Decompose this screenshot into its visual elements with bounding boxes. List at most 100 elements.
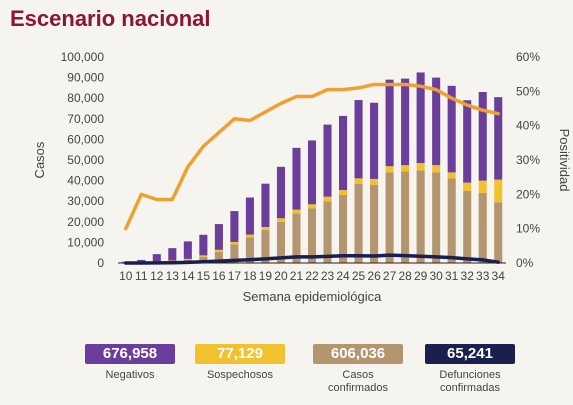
x-tick-label: 13 [166,269,180,283]
line-positividad [124,82,500,231]
page-title: Escenario nacional [10,6,211,31]
bar-casos-confirmados [494,202,503,263]
bar-sospechosos [478,180,487,193]
bar-negativos [276,166,285,219]
y-axis-label: Casos [32,141,47,178]
y2-tick-label: 10% [516,222,540,236]
bar-negativos [168,248,177,261]
bar-negativos [354,100,363,179]
y-tick-label: 30,000 [67,194,104,208]
bar-sospechosos [199,255,208,257]
y-tick-label: 40,000 [67,174,104,188]
bar-negativos [307,140,317,205]
x-tick-label: 19 [259,269,273,283]
x-tick-label: 30 [429,269,443,283]
bar-sospechosos [339,190,348,196]
bar-negativos [214,224,223,250]
x-tick-label: 15 [197,269,211,283]
bar-sospechosos [168,260,177,262]
legend-value-sospechosos: 77,129 [195,344,285,364]
y-tick-label: 60,000 [67,132,104,146]
legend-value-defunciones: 65,241 [425,344,515,364]
y2-tick-label: 60% [516,50,540,64]
y-tick-label: 50,000 [67,153,104,167]
legend-label-defunciones: Defunciones confirmadas [439,369,501,394]
y-tick-label: 20,000 [67,215,104,229]
bar-casos-confirmados [370,184,379,263]
x-tick-label: 29 [414,269,428,283]
bar-negativos [323,124,332,197]
bar-casos-confirmados [385,172,394,263]
bar-negativos [370,102,379,179]
bar-negativos [292,147,301,210]
y-tick-label: 80,000 [67,91,104,105]
bar-casos-confirmados [323,201,332,263]
x-tick-label: 31 [445,269,459,283]
bar-casos-confirmados [307,208,317,263]
bar-sospechosos [214,249,223,252]
bar-sospechosos [292,209,301,214]
x-tick-label: 14 [181,269,195,283]
bar-negativos [199,234,208,256]
x-tick-label: 21 [290,269,304,283]
x-tick-label: 16 [212,269,226,283]
x-tick-label: 11 [135,269,148,283]
bar-negativos [432,77,441,166]
epidemic-chart: 0 10,000 20,000 30,000 40,000 50,000 60,000 70,… [32,50,572,304]
bar-negativos [183,241,192,259]
y-tick-label: 0 [97,256,104,270]
bar-casos-confirmados [463,190,472,263]
bar-casos-confirmados [276,221,285,263]
x-tick-label: 27 [383,269,397,283]
x-tick-label: 26 [367,269,381,283]
bar-sospechosos [494,179,503,203]
y-tick-label: 90,000 [67,71,104,85]
x-tick-label: 25 [352,269,366,283]
bar-sospechosos [370,178,379,185]
bar-casos-confirmados [339,195,348,263]
bar-sospechosos [307,204,317,209]
x-tick-label: 34 [492,269,506,283]
bar-casos-confirmados [230,244,239,263]
legend-label-sospechosos: Sospechosos [206,369,274,381]
bar-sospechosos [385,166,394,173]
bar-sospechosos [323,196,332,202]
y-tick-label: 100,000 [61,50,105,64]
bar-casos-confirmados [214,251,223,263]
bar-casos-confirmados [447,178,456,263]
bar-negativos [230,211,239,242]
legend-value-negativos: 676,958 [85,344,175,364]
legend-item-defunciones: 65,241 Defunciones confirmadas [420,344,520,395]
x-tick-label: 10 [119,269,133,283]
legend-item-negativos: 676,958 Negativos [80,344,180,382]
bar-casos-confirmados [292,213,301,263]
bar-negativos [245,197,254,235]
y2-tick-label: 20% [516,187,540,201]
legend-value-casos-confirmados: 606,036 [313,344,403,364]
bar-sospechosos [354,178,363,184]
y2-tick-label: 40% [516,119,540,133]
y2-tick-label: 30% [516,153,540,167]
bar-sospechosos [463,182,472,191]
legend-item-sospechosos: 77,129 Sospechosos [190,344,290,382]
y2-tick-label: 50% [516,84,540,98]
y-tick-label: 10,000 [67,235,104,249]
bar-casos-confirmados [416,170,425,263]
bar-casos-confirmados [199,256,208,263]
bar-negativos [401,78,410,166]
bar-sospechosos [432,165,441,173]
bar-sospechosos [276,218,285,222]
legend-label-negativos: Negativos [105,369,155,381]
x-tick-label: 22 [305,269,319,283]
bar-negativos [261,183,270,227]
bar-sospechosos [401,165,410,172]
bar-casos-confirmados [432,172,441,263]
bar-casos-confirmados [245,237,254,263]
bar-negativos [447,85,456,173]
legend-item-casos-confirmados: 606,036 Casos confirmados [308,344,408,395]
bar-sospechosos [230,241,239,245]
bar-casos-confirmados [401,171,410,263]
bar-negativos [385,79,394,167]
bar-negativos [478,92,487,181]
bar-sospechosos [261,226,270,231]
